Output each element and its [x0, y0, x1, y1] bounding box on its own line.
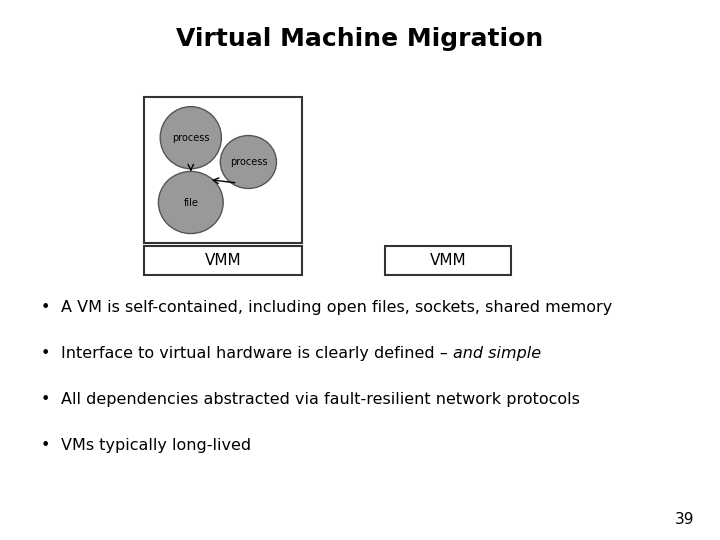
Bar	[144, 97, 302, 243]
Text: A VM is self-contained, including open files, sockets, shared memory: A VM is self-contained, including open f…	[61, 300, 613, 315]
Text: process: process	[230, 157, 267, 167]
Text: Interface to virtual hardware is clearly defined –: Interface to virtual hardware is clearly…	[61, 346, 453, 361]
Text: and simple: and simple	[453, 346, 541, 361]
Ellipse shape	[220, 136, 276, 188]
Ellipse shape	[158, 172, 223, 233]
Text: All dependencies abstracted via fault-resilient network protocols: All dependencies abstracted via fault-re…	[61, 392, 580, 407]
Bar	[385, 246, 511, 275]
Text: •: •	[40, 392, 50, 407]
Text: VMs typically long-lived: VMs typically long-lived	[61, 438, 251, 453]
Text: 39: 39	[675, 511, 695, 526]
Text: process: process	[172, 133, 210, 143]
Ellipse shape	[161, 106, 222, 168]
Text: VMM: VMM	[430, 253, 467, 268]
Text: •: •	[40, 300, 50, 315]
Text: VMM: VMM	[205, 253, 241, 268]
Text: •: •	[40, 438, 50, 453]
Bar	[144, 246, 302, 275]
Text: •: •	[40, 346, 50, 361]
Text: Virtual Machine Migration: Virtual Machine Migration	[176, 27, 544, 51]
Text: file: file	[184, 198, 198, 207]
